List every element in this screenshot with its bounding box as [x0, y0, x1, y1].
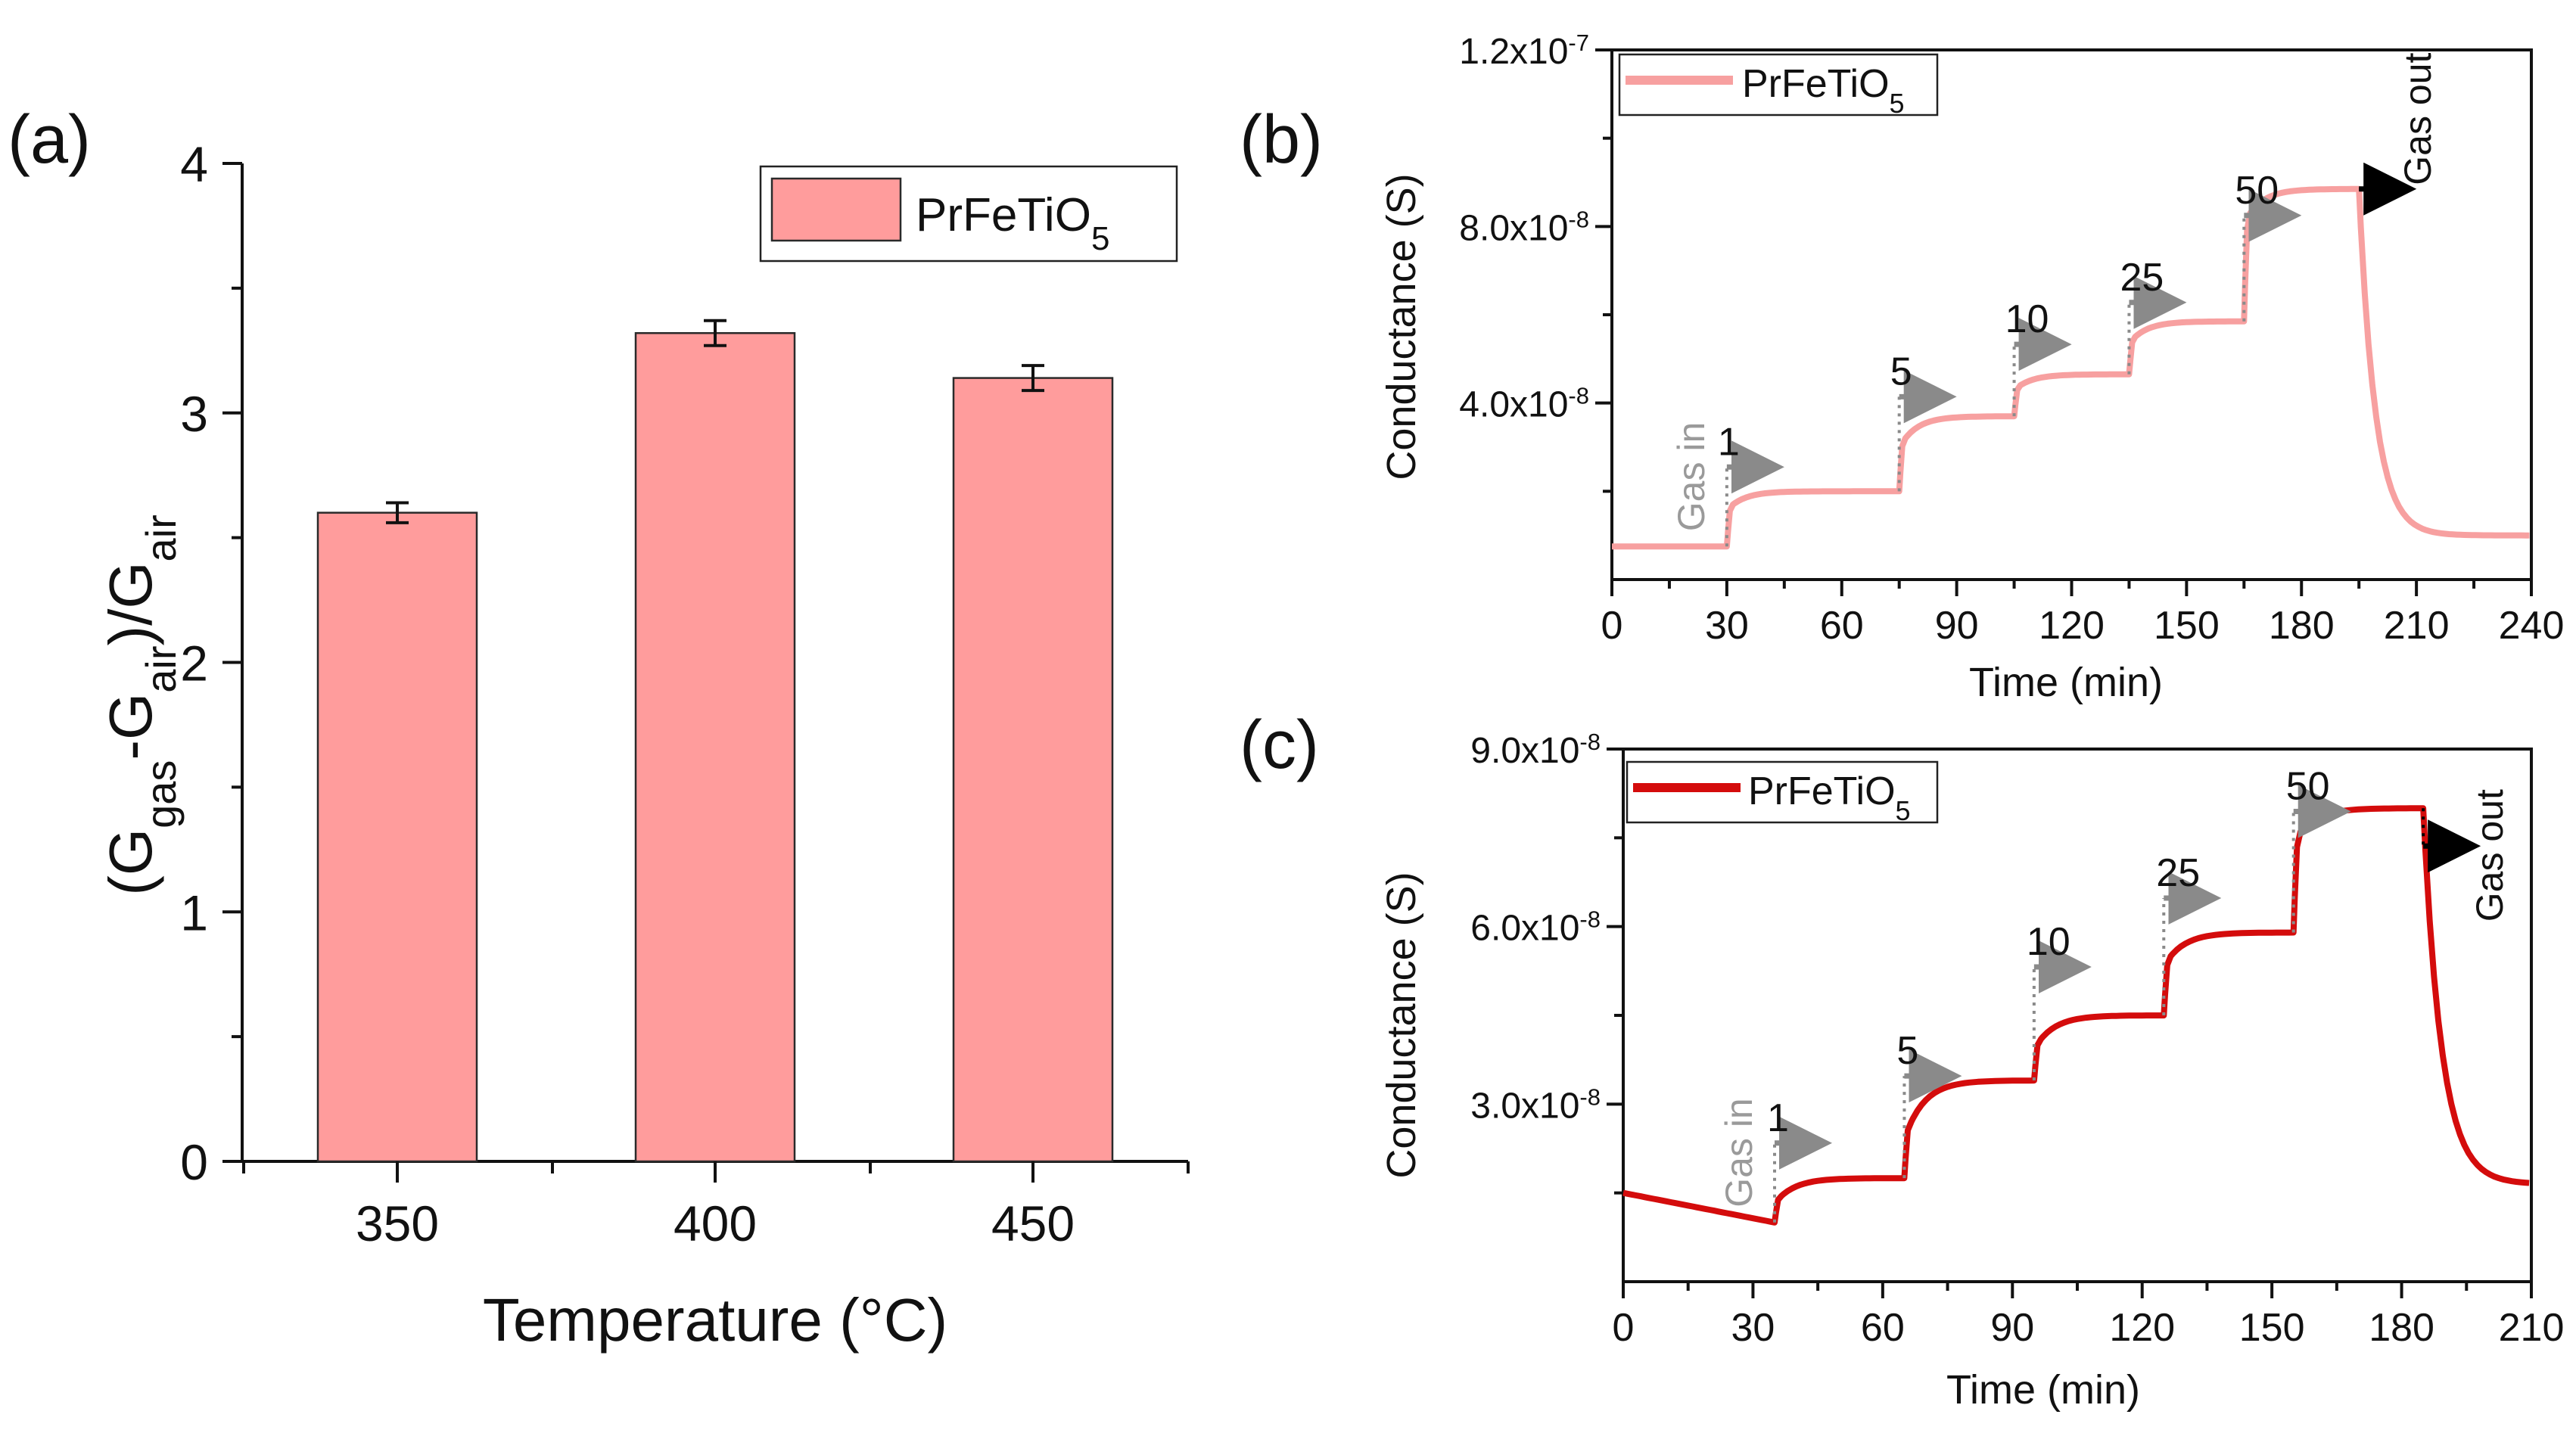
panel-b-x-tick-label: 210	[2384, 604, 2450, 648]
panel-b-concentration-label: 25	[2120, 256, 2164, 300]
panel-c-line-chart: (c) 0 30 60 90 120 150 180 2103.0x10-86.0x10-89…	[1240, 707, 2564, 1413]
panel-c-x-tick-label: 180	[2369, 1306, 2434, 1350]
panel-b-x-tick-label: 180	[2269, 604, 2335, 648]
panel-c-legend: PrFeTiO5	[1626, 760, 1939, 826]
panel-c-x-tick-label: 150	[2239, 1306, 2305, 1350]
panel-b-x-tick-label: 0	[1601, 604, 1623, 648]
panel-a-x-tick-label: 350	[356, 1195, 439, 1251]
panel-b-gas-in-label: Gas in	[1670, 422, 1713, 532]
panel-b-x-tick-label: 60	[1820, 604, 1864, 648]
panel-a-legend-swatch	[770, 177, 902, 242]
panel-c-label: (c)	[1240, 707, 1319, 783]
panel-c-concentration-label: 50	[2286, 764, 2330, 808]
panel-a-bar-450	[952, 377, 1114, 1163]
panel-b-x-tick-label: 30	[1705, 604, 1749, 648]
panel-c-concentration-label: 25	[2156, 851, 2200, 895]
panel-b-concentration-label: 10	[2005, 297, 2049, 341]
panel-c-y-tick-label: 6.0x10-8	[1470, 906, 1601, 949]
panel-b-y-tick-label: 4.0x10-8	[1459, 382, 1589, 425]
panel-c-x-tick-label: 120	[2109, 1306, 2175, 1350]
panel-a-legend: PrFeTiO5	[759, 165, 1178, 263]
panel-b-label: (b)	[1240, 102, 1323, 178]
panel-c-y-axis-title: Conductance (S)	[1379, 872, 1424, 1178]
panel-a-y-axis-title: (Ggas-Gair)/Gair	[97, 514, 185, 896]
panel-c-x-tick-label: 60	[1861, 1306, 1905, 1350]
panel-b-y-axis-title: Conductance (S)	[1379, 173, 1424, 480]
panel-b-plot-area: 0 30 60 90 120 150 180 210 2404.0x10-88.0x10-81.…	[1459, 30, 2564, 648]
panel-a-y-tick-label: 3	[180, 386, 208, 442]
panel-a-y-tick-label: 4	[180, 136, 208, 192]
panel-c-concentration-label: 10	[2027, 920, 2070, 964]
panel-c-gas-out-label: Gas out	[2469, 789, 2511, 922]
panel-a-legend-text: PrFeTiO5	[916, 189, 1109, 257]
panel-c-y-tick-label: 9.0x10-8	[1470, 729, 1601, 772]
panel-b-concentration-label: 50	[2235, 169, 2279, 213]
panel-c-x-axis-title: Time (min)	[1946, 1367, 2140, 1413]
panel-b-y-tick-label: 1.2x10-7	[1459, 30, 1589, 73]
panel-a-label: (a)	[8, 102, 91, 178]
panel-b-x-tick-label: 240	[2499, 604, 2565, 648]
panel-c-concentration-label: 5	[1896, 1029, 1918, 1073]
panel-b-x-axis-title: Time (min)	[1969, 660, 2163, 705]
panel-a-x-axis-title: Temperature (°C)	[483, 1286, 947, 1354]
panel-b-x-tick-label: 120	[2039, 604, 2105, 648]
panel-a-bar-chart: (a) 0 1 2 3 4 350 400 450 (Ggas-Gair)/Gair Temp…	[8, 102, 1190, 1354]
panel-c-x-tick-label: 0	[1613, 1306, 1635, 1350]
panel-a-y-tick-label: 0	[180, 1134, 208, 1190]
panel-c-gas-in-label: Gas in	[1718, 1098, 1760, 1208]
panel-b-legend: PrFeTiO5	[1618, 53, 1939, 119]
panel-c-y-tick-label: 3.0x10-8	[1470, 1083, 1601, 1127]
panel-c-x-tick-label: 210	[2499, 1306, 2565, 1350]
panel-b-legend-text: PrFeTiO5	[1742, 62, 1905, 119]
panel-a-y-tick-label: 2	[180, 636, 208, 692]
panel-b-gas-out-label: Gas out	[2397, 53, 2439, 185]
panel-b-x-tick-label: 90	[1935, 604, 1979, 648]
panel-b-line-chart: (b) 0 30 60 90 120 150 180 210 2404.0x10-88.0x10…	[1240, 30, 2564, 706]
panel-a-bar-400	[634, 331, 796, 1163]
panel-b-series-line	[1612, 185, 2530, 550]
panel-b-concentration-label: 5	[1890, 350, 1912, 393]
panel-c-x-tick-label: 30	[1731, 1306, 1775, 1350]
panel-c-plot-area: 0 30 60 90 120 150 180 2103.0x10-86.0x10-89.0x1…	[1470, 729, 2564, 1351]
panel-b-x-tick-label: 150	[2154, 604, 2220, 648]
panel-a-bar-350	[316, 511, 478, 1163]
panel-a-y-tick-label: 1	[180, 884, 208, 940]
panel-c-series-line	[1622, 805, 2530, 1226]
panel-c-concentration-label: 1	[1767, 1096, 1789, 1140]
panel-c-x-tick-label: 90	[1990, 1306, 2034, 1350]
panel-b-y-tick-label: 8.0x10-8	[1459, 206, 1589, 249]
panel-a-x-tick-label: 400	[674, 1195, 757, 1251]
panel-c-legend-text: PrFeTiO5	[1748, 769, 1911, 826]
panel-a-plot-area: 0 1 2 3 4 350 400 450	[180, 136, 1190, 1251]
panel-a-x-tick-label: 450	[991, 1195, 1075, 1251]
panel-b-concentration-label: 1	[1718, 420, 1740, 464]
